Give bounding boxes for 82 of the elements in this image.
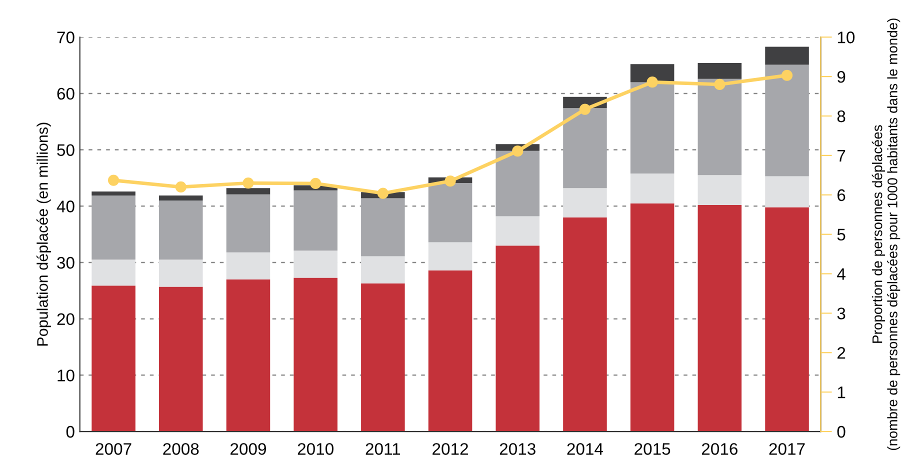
bar <box>496 216 540 246</box>
bar <box>428 270 472 432</box>
y2-tick-label: 1 <box>838 386 846 398</box>
y-axis-title: Population déplacée (en millions) <box>36 122 51 346</box>
bar <box>159 260 203 287</box>
bar <box>630 203 674 432</box>
bar <box>630 82 674 174</box>
point <box>781 70 793 81</box>
y-tick-label: 20 <box>57 313 74 326</box>
bar <box>765 207 809 432</box>
bar <box>294 250 338 278</box>
bar <box>428 242 472 270</box>
y-tick-label: 10 <box>58 370 74 382</box>
x-tick-label: 2013 <box>500 443 536 455</box>
y2-tick-label: 4 <box>837 268 846 280</box>
bar <box>361 198 405 256</box>
y2-tick-label: 3 <box>837 308 846 320</box>
bar <box>159 200 203 260</box>
x-tick-label: 2010 <box>298 443 334 455</box>
y-tick-label: 0 <box>66 426 74 438</box>
x-tick-label: 2012 <box>432 443 468 455</box>
point <box>714 78 726 90</box>
y2-tick-label: 10 <box>838 32 855 44</box>
point <box>310 178 322 189</box>
bar <box>496 246 540 432</box>
bar <box>159 195 203 201</box>
bar <box>159 286 203 432</box>
point <box>108 174 120 186</box>
bar <box>698 205 742 432</box>
y2-tick-label: 8 <box>837 110 846 122</box>
point <box>242 177 254 189</box>
bar <box>630 173 674 204</box>
y-tick-label: 70 <box>57 32 74 44</box>
bar <box>698 78 742 176</box>
bar <box>563 188 607 218</box>
y-tick-label: 40 <box>56 200 74 212</box>
x-tick-label: 2008 <box>163 443 199 455</box>
bar <box>361 256 405 284</box>
y2-tick-label: 0 <box>837 426 846 438</box>
y2-tick-label: 6 <box>838 189 846 202</box>
point <box>444 176 456 187</box>
x-tick-label: 2016 <box>702 443 738 455</box>
bar <box>294 278 338 432</box>
bar <box>765 64 809 176</box>
bar <box>226 188 270 194</box>
bar <box>294 190 338 251</box>
point <box>646 76 658 88</box>
x-tick-label: 2015 <box>634 443 670 455</box>
bar <box>765 176 809 208</box>
bar <box>361 283 405 432</box>
bar <box>496 150 540 216</box>
bar <box>92 192 136 196</box>
bar <box>698 175 742 206</box>
y2-tick-label: 2 <box>838 347 846 359</box>
bar <box>92 260 136 286</box>
bar <box>92 195 136 260</box>
y2-tick-label: 5 <box>837 228 846 241</box>
x-tick-label: 2007 <box>96 443 132 455</box>
y-tick-label: 50 <box>57 144 74 156</box>
x-tick-label: 2009 <box>230 443 266 455</box>
y-tick-label: 30 <box>57 256 74 269</box>
y2-axis-title: Proportion de personnes déplacées (nombre de personnes déplacées pour 1000 habitants dans le monde) <box>872 18 900 450</box>
x-tick-label: 2017 <box>769 443 805 455</box>
bar <box>765 46 809 65</box>
point <box>377 188 388 199</box>
bar <box>428 183 472 242</box>
y2-tick-label: 7 <box>838 150 846 162</box>
point <box>512 146 524 157</box>
point <box>175 181 186 193</box>
bar <box>226 194 270 252</box>
bar <box>226 252 270 280</box>
bar <box>226 279 270 432</box>
bar <box>563 108 607 188</box>
x-tick-label: 2011 <box>366 443 400 455</box>
bar <box>698 63 742 79</box>
bar <box>92 286 136 432</box>
point <box>579 104 591 115</box>
x-tick-label: 2014 <box>567 443 604 455</box>
y2-tick-label: 9 <box>837 70 846 83</box>
bar <box>563 217 607 432</box>
y-tick-label: 60 <box>57 88 74 100</box>
bar <box>630 64 674 82</box>
